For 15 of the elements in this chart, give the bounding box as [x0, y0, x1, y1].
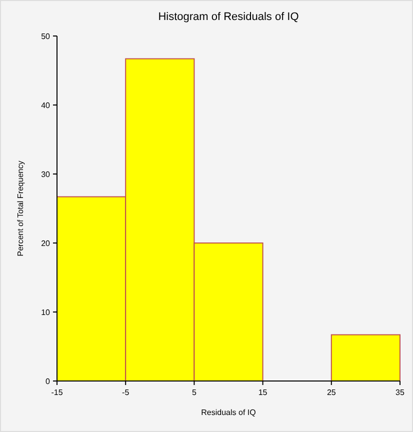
y-tick-label: 20	[41, 238, 51, 248]
x-tick-label: 5	[192, 388, 197, 397]
x-axis-title: Residuals of IQ	[201, 408, 256, 417]
y-tick-label: 40	[41, 100, 51, 110]
y-tick-label: 0	[46, 376, 51, 386]
y-tick-label: 10	[41, 308, 51, 317]
x-tick-label: -5	[122, 388, 130, 397]
x-tick-label: 35	[396, 388, 405, 397]
y-tick-label: 30	[41, 170, 51, 179]
y-axis-title: Percent of Total Frequency	[16, 160, 25, 256]
x-tick-label: 25	[326, 388, 336, 397]
chart-title: Histogram of Residuals of IQ	[158, 11, 300, 23]
y-tick-label: 50	[41, 32, 51, 41]
x-tick-label: 15	[258, 388, 268, 397]
x-tick-label: -15	[51, 388, 64, 397]
